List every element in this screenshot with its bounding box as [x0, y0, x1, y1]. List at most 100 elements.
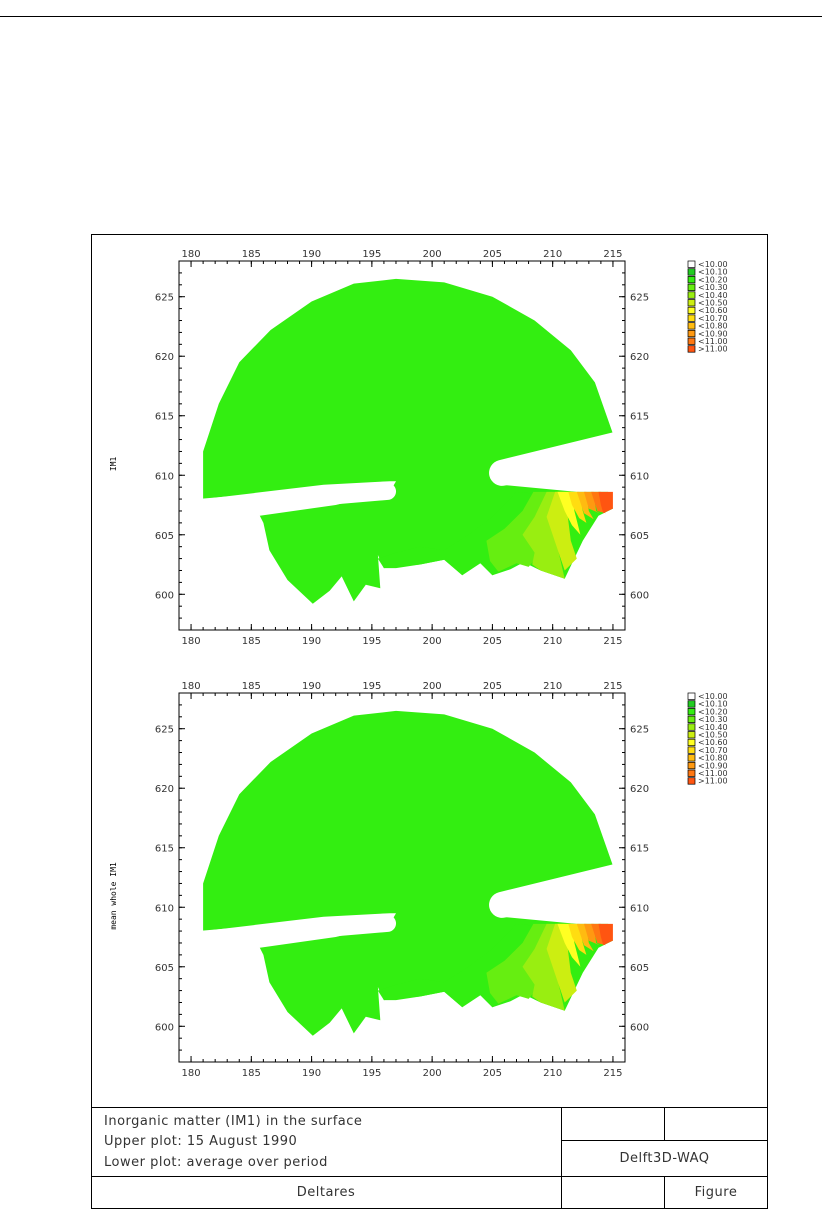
- x-tick-label-top: 195: [362, 681, 381, 692]
- y-tick-label-left: 605: [155, 963, 174, 974]
- x-tick-label-top: 185: [242, 681, 261, 692]
- legend-label: <10.50: [698, 299, 728, 308]
- x-tick-label-top: 190: [302, 249, 321, 260]
- x-tick-label-bottom: 205: [483, 1068, 502, 1079]
- y-axis-label: IM1: [109, 457, 118, 472]
- x-tick-label-bottom: 200: [423, 636, 442, 647]
- x-tick-label-bottom: 190: [302, 636, 321, 647]
- y-tick-label-left: 600: [155, 1022, 174, 1033]
- legend-label: <10.20: [698, 707, 728, 716]
- axes-box: [178, 692, 626, 1063]
- legend-label: <10.30: [698, 715, 728, 724]
- legend-label: <10.00: [698, 260, 728, 269]
- legend-swatch: [687, 345, 696, 353]
- legend-label: <10.80: [698, 754, 728, 763]
- legend-label: <11.00: [698, 769, 728, 778]
- gradient-zone-6: [576, 923, 594, 952]
- legend-label: <10.10: [698, 700, 728, 709]
- y-tick-label-right: 600: [630, 590, 649, 601]
- legend-swatch: [687, 715, 696, 723]
- legend-label: >11.00: [698, 345, 728, 354]
- legend-label: <10.10: [698, 268, 728, 277]
- legend-label: <10.70: [698, 314, 728, 323]
- organisation-name: Deltares: [296, 1185, 356, 1200]
- x-tick-label-top: 205: [483, 249, 502, 260]
- y-tick-label-left: 625: [155, 725, 174, 736]
- x-tick-label-top: 180: [182, 681, 201, 692]
- legend-swatch: [687, 283, 696, 291]
- y-tick-label-left: 605: [155, 531, 174, 542]
- x-tick-label-bottom: 185: [242, 636, 261, 647]
- caption-line-3: Lower plot: average over period: [104, 1155, 328, 1170]
- channel-right: [489, 431, 632, 486]
- legend-label: <10.90: [698, 329, 728, 338]
- x-tick-label-bottom: 180: [182, 1068, 201, 1079]
- legend-swatch: [687, 314, 696, 322]
- gradient-zone-7: [584, 923, 600, 946]
- x-tick-label-bottom: 215: [603, 1068, 622, 1079]
- channel-right: [489, 863, 632, 918]
- gradient-zone-9: [598, 923, 613, 946]
- gradient-zone-3: [546, 923, 577, 1003]
- y-tick-label-left: 610: [155, 903, 174, 914]
- x-tick-label-bottom: 190: [302, 1068, 321, 1079]
- y-tick-label-left: 620: [155, 784, 174, 795]
- legend-label: <10.80: [698, 322, 728, 331]
- y-tick-label-right: 600: [630, 1022, 649, 1033]
- y-tick-label-right: 625: [630, 725, 649, 736]
- plot-panel-upper: 180 180 185 185 190 190 195 195 200 200 205 205 210 2…: [109, 249, 728, 647]
- caption-line-2: Upper plot: 15 August 1990: [104, 1134, 298, 1149]
- legend-label: <10.70: [698, 746, 728, 755]
- caption-bottom-rule: [91, 1176, 768, 1177]
- top-rule: [0, 16, 822, 17]
- legend-swatch: [687, 276, 696, 284]
- legend-swatch: [687, 723, 696, 731]
- x-tick-label-top: 180: [182, 249, 201, 260]
- x-tick-label-bottom: 215: [603, 636, 622, 647]
- legend-swatch: [687, 700, 696, 708]
- figure-frame: [91, 234, 768, 1209]
- gradient-zone-3: [546, 491, 577, 571]
- caption-divider-4: [561, 1140, 768, 1141]
- x-tick-label-top: 195: [362, 249, 381, 260]
- x-tick-label-bottom: 210: [543, 1068, 562, 1079]
- legend-swatch: [687, 746, 696, 754]
- legend-label: <10.60: [698, 306, 728, 315]
- legend-swatch: [687, 299, 696, 307]
- gradient-zone-7: [584, 491, 600, 514]
- legend-swatch: [687, 291, 696, 299]
- x-tick-label-bottom: 200: [423, 1068, 442, 1079]
- gradient-zone-4: [557, 491, 581, 535]
- caption-divider-3: [664, 1176, 665, 1209]
- gradient-zone-6: [576, 491, 594, 520]
- legend-swatch: [687, 777, 696, 785]
- legend-label: <10.90: [698, 761, 728, 770]
- y-tick-label-left: 615: [155, 412, 174, 423]
- channel-left: [194, 914, 397, 948]
- axes-box: [178, 260, 626, 631]
- legend-swatch: [687, 329, 696, 338]
- plot-panel-lower: 180 180 185 185 190 190 195 195 200 200 205 205 210 2…: [109, 681, 728, 1079]
- y-tick-label-right: 615: [630, 844, 649, 855]
- x-tick-label-bottom: 210: [543, 636, 562, 647]
- legend-swatch: [687, 769, 696, 777]
- x-tick-label-top: 215: [603, 249, 622, 260]
- y-tick-label-left: 620: [155, 352, 174, 363]
- x-tick-label-top: 190: [302, 681, 321, 692]
- y-tick-label-left: 610: [155, 471, 174, 482]
- legend-label: <10.30: [698, 283, 728, 292]
- legend-swatch: [687, 738, 696, 747]
- x-tick-label-top: 205: [483, 681, 502, 692]
- y-tick-label-right: 605: [630, 963, 649, 974]
- x-tick-label-top: 200: [423, 681, 442, 692]
- y-tick-label-left: 615: [155, 844, 174, 855]
- y-tick-label-right: 610: [630, 903, 649, 914]
- legend-swatch: [687, 260, 696, 268]
- y-tick-label-left: 600: [155, 590, 174, 601]
- plots-svg: 180 180 185 185 190 190 195 195 200 200 205 205 210 2…: [109, 249, 728, 1079]
- x-tick-label-top: 200: [423, 249, 442, 260]
- legend-label: <10.40: [698, 291, 728, 300]
- program-name: Delft3D-WAQ: [619, 1151, 710, 1166]
- gradient-zone-5: [568, 923, 587, 955]
- legend-label: <10.20: [698, 275, 728, 284]
